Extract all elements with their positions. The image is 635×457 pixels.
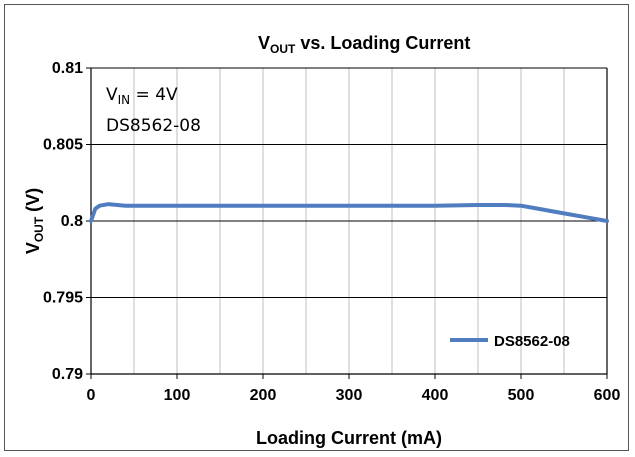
part-annotation: DS8562-08	[106, 116, 201, 136]
x-tick-label-3: 300	[336, 387, 363, 404]
x-axis-title: Loading Current (mA)	[256, 428, 442, 448]
y-tick-label-4: 0.81	[52, 60, 83, 77]
chart-title: VOUT vs. Loading Current	[258, 33, 470, 56]
x-tick-label-6: 600	[594, 387, 621, 404]
series-line-0	[89, 202, 609, 223]
x-tick-label-2: 200	[250, 387, 277, 404]
x-tick-label-5: 500	[508, 387, 535, 404]
legend-label: DS8562-08	[494, 333, 570, 350]
x-tick-label-4: 400	[422, 387, 449, 404]
y-tick-label-3: 0.805	[43, 137, 83, 154]
series-lines	[89, 202, 609, 223]
x-tick-label-1: 100	[164, 387, 191, 404]
x-tick-label-0: 0	[87, 387, 96, 404]
legend: DS8562-08	[450, 333, 570, 350]
y-axis-title: VOUT (V)	[23, 188, 46, 254]
y-tick-label-1: 0.795	[43, 290, 83, 307]
y-tick-label-2: 0.8	[61, 213, 83, 230]
vin-annotation: VIN = 4V	[106, 85, 178, 107]
tick-labels: 0 100 200 300 400 500 600 0.79 0.795 0.8 0.805 0.81	[43, 60, 620, 404]
y-tick-label-0: 0.79	[52, 366, 83, 383]
